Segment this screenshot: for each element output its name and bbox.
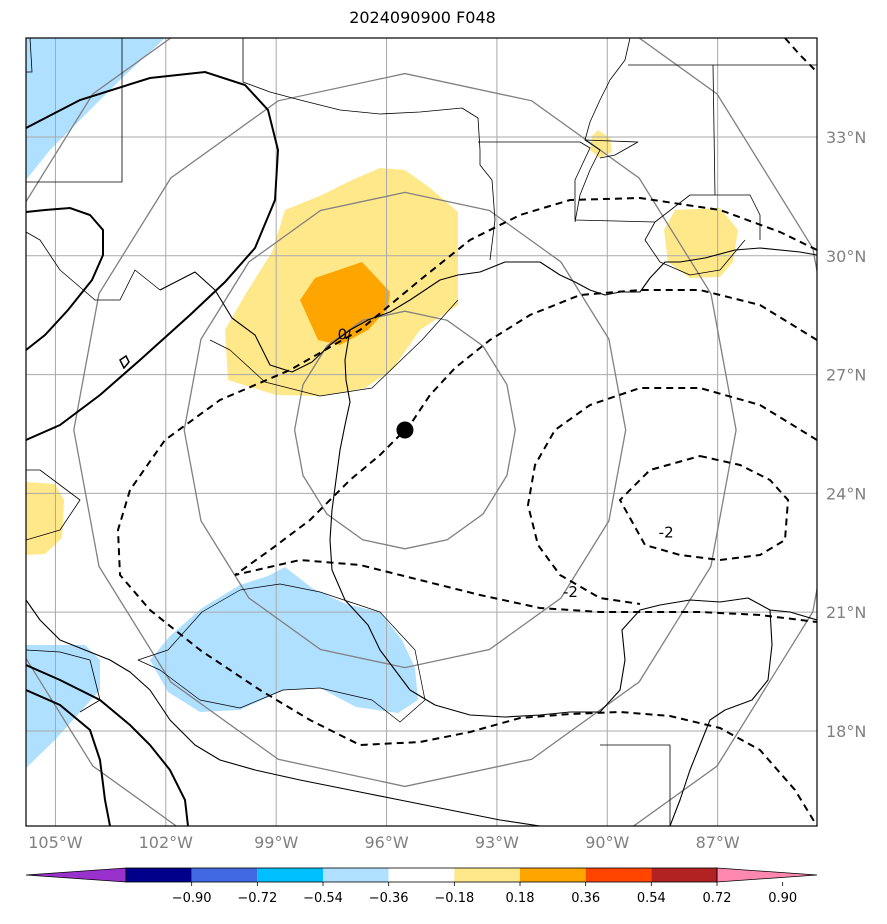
solid-contour-small-loop: [119, 354, 130, 370]
solid-contour-west: [26, 206, 104, 351]
colorbar-segment: [257, 868, 323, 882]
negative-anomaly-area-northwest: [26, 38, 165, 180]
texas-mexico-coastline: [329, 329, 773, 826]
colorbar: −0.90 −0.72 −0.54 −0.36 −0.18 0.18 0.36 0.54 0.7…: [25, 867, 818, 906]
colorbar-tick-label: 0.18: [506, 891, 535, 906]
dashed-contour-minus-two-inner: [618, 454, 790, 562]
contour-labels: -2 -2 0: [338, 325, 674, 600]
colorbar-extend-low: [25, 867, 127, 883]
border-state-lines: [478, 141, 761, 240]
map-title: 2024090900 F048: [349, 8, 496, 27]
range-rings: [26, 38, 817, 826]
colorbar-tick-label: −0.18: [434, 891, 474, 906]
border-alabama: [628, 64, 716, 196]
map-content: -2 -2 0: [26, 38, 817, 826]
dashed-contour-zero-outer: [116, 196, 817, 826]
colorbar-tick-label: −0.90: [172, 891, 212, 906]
border-texas-north: [242, 38, 496, 261]
range-ring: [293, 310, 516, 550]
longitude-tick-label: 93°W: [475, 833, 519, 852]
colorbar-segment: [520, 868, 586, 882]
coastlines-and-borders: [26, 38, 817, 826]
solid-contour-south: [26, 664, 189, 826]
latitude-tick-label: 18°N: [826, 722, 866, 741]
colorbar-segment: [585, 868, 652, 882]
positive-anomaly-area-arkansas: [590, 130, 612, 158]
border-mexico-states: [209, 299, 459, 397]
colorbar-tick-label: −0.54: [303, 891, 343, 906]
solid-contour-southwest: [26, 689, 111, 826]
longitude-tick-label: 90°W: [585, 833, 629, 852]
border-mississippi-river: [574, 38, 631, 223]
contour-label: -2: [563, 583, 578, 601]
graticule: [26, 38, 817, 826]
storm-center-marker: [396, 421, 414, 439]
border-new-mexico: [26, 38, 33, 73]
gulf-coastline: [159, 247, 817, 373]
latitude-tick-label: 27°N: [826, 366, 866, 385]
latitude-tick-label: 21°N: [826, 603, 866, 622]
longitude-tick-label: 102°W: [139, 833, 194, 852]
colorbar-tick-label: −0.36: [369, 891, 409, 906]
contour-label: 0: [338, 325, 348, 343]
colorbar-tick-label: 0.54: [637, 891, 666, 906]
dashed-contour-minus-two: [526, 387, 817, 605]
colorbar-frame: [125, 867, 718, 883]
pacific-coastline: [26, 599, 541, 826]
longitude-tick-label: 87°W: [696, 833, 740, 852]
negative-anomaly-area-mexico: [150, 567, 418, 713]
colorbar-segment: [454, 868, 520, 882]
border-louisiana-box: [644, 221, 746, 276]
colorbar-tick-label: 0.72: [703, 891, 732, 906]
border-mexico-west: [26, 649, 101, 713]
colorbar-extend-high: [716, 867, 818, 883]
map-frame: [25, 37, 818, 827]
solid-contour-north: [26, 70, 280, 441]
dashed-contour-minus-one: [234, 289, 817, 623]
latitude-tick-label: 30°N: [826, 247, 866, 266]
border-mexico-south: [137, 583, 426, 723]
colorbar-segment: [126, 868, 192, 882]
colorbar-segment: [388, 868, 455, 882]
border-arkansas-small: [584, 139, 639, 159]
longitude-tick-label: 96°W: [364, 833, 408, 852]
latitude-tick-label: 24°N: [826, 484, 866, 503]
positive-anomaly-area-west: [26, 482, 64, 555]
positive-anomaly-area-louisiana: [664, 208, 738, 278]
dashed-contours: [116, 38, 817, 826]
range-ring: [26, 38, 817, 826]
longitude-tick-label: 99°W: [254, 833, 298, 852]
colorbar-segment: [191, 868, 258, 882]
solid-contours: [26, 70, 280, 826]
latitude-tick-labels: 33°N 30°N 27°N 24°N 21°N 18°N: [826, 128, 866, 741]
colorbar-segment: [323, 868, 389, 882]
range-ring: [73, 72, 737, 788]
yucatan-coastline: [769, 609, 817, 621]
colorbar-segment: [651, 868, 717, 882]
border-us-mexico: [26, 231, 161, 301]
colorbar-tick-label: −0.72: [237, 891, 277, 906]
dashed-contour-northeast: [784, 38, 817, 73]
contour-label: -2: [659, 523, 674, 541]
longitude-tick-label: 105°W: [28, 833, 83, 852]
longitude-tick-labels: 105°W 102°W 99°W 96°W 93°W 90°W 87°W: [28, 833, 740, 852]
border-west-hook: [26, 469, 81, 541]
range-ring: [183, 191, 627, 669]
latitude-tick-label: 33°N: [826, 128, 866, 147]
border-guatemala: [600, 744, 671, 826]
colorbar-tick-label: 0.90: [768, 891, 797, 906]
colorbar-tick-label: 0.36: [571, 891, 600, 906]
